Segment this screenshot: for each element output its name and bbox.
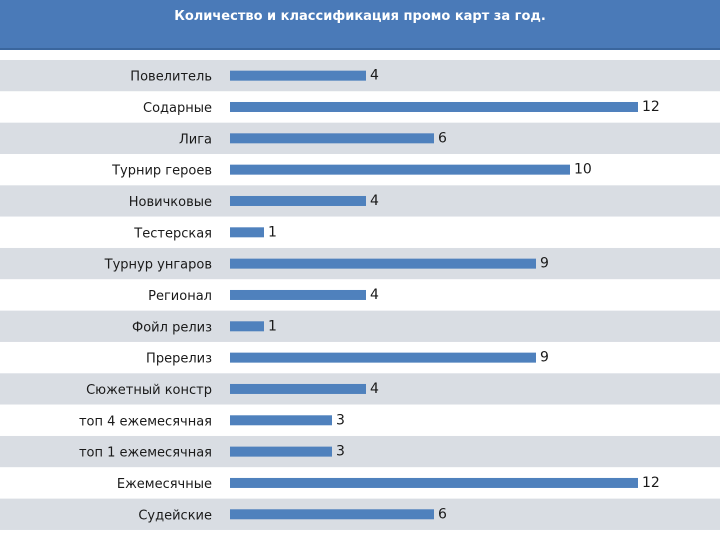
bar (230, 446, 332, 457)
row-band (0, 216, 720, 248)
category-label: Регионал (148, 289, 212, 304)
value-label: 9 (540, 256, 549, 272)
value-label: 6 (438, 506, 447, 522)
bar (230, 101, 638, 112)
value-label: 3 (336, 444, 345, 460)
bar (230, 70, 366, 81)
category-label: Ежемесячные (117, 477, 212, 492)
category-label: топ 4 ежемесячная (79, 414, 212, 429)
category-label: Содарные (143, 101, 212, 116)
value-label: 3 (336, 412, 345, 428)
value-label: 1 (268, 318, 277, 334)
value-label: 4 (370, 287, 379, 303)
category-label: Лига (179, 132, 212, 147)
category-label: Турнир героев (111, 164, 212, 179)
bar (230, 415, 332, 426)
bar (230, 258, 536, 269)
bar (230, 195, 366, 206)
row-band (0, 404, 720, 436)
category-label: Фойл релиз (132, 320, 212, 335)
title-banner: Количество и классификация промо карт за… (0, 0, 720, 50)
category-label: Повелитель (130, 70, 212, 85)
category-label: Новичковые (129, 195, 212, 210)
value-label: 10 (574, 162, 592, 178)
value-label: 4 (370, 381, 379, 397)
value-label: 1 (268, 224, 277, 240)
chart-title: Количество и классификация промо карт за… (174, 9, 546, 24)
bar (230, 383, 366, 394)
bar (230, 289, 366, 300)
category-label: Тестерская (133, 226, 212, 241)
bar (230, 164, 570, 175)
category-label: топ 1 ежемесячная (79, 446, 212, 461)
value-label: 6 (438, 130, 447, 146)
category-label: Пререлиз (146, 352, 212, 367)
bar (230, 321, 264, 332)
value-label: 4 (370, 68, 379, 84)
bar (230, 227, 264, 238)
value-label: 4 (370, 193, 379, 209)
category-label: Судейские (138, 508, 212, 523)
bar (230, 352, 536, 363)
category-label: Турнур унгаров (104, 258, 212, 273)
value-label: 12 (642, 99, 660, 115)
bar (230, 133, 434, 144)
value-label: 12 (642, 475, 660, 491)
value-label: 9 (540, 350, 549, 366)
bar (230, 477, 638, 488)
category-label: Сюжетный констр (86, 383, 212, 398)
bar (230, 509, 434, 520)
row-band (0, 435, 720, 468)
row-band (0, 310, 720, 342)
